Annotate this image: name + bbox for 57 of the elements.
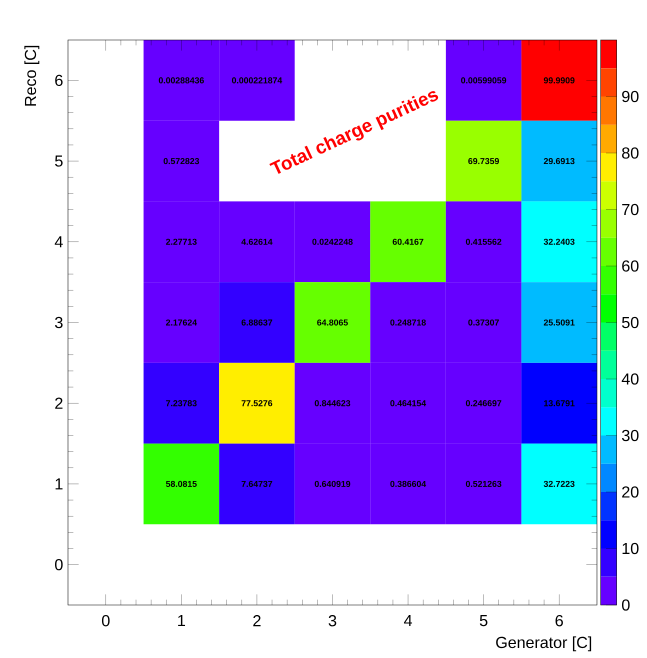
y-tick-label: 4	[54, 236, 63, 248]
data-label: 58.0815	[166, 480, 197, 487]
data-label: 0.464154	[390, 400, 426, 406]
data-label: 69.7359	[468, 158, 499, 164]
data-label: 7.23783	[166, 400, 197, 406]
color-bar-label: 50	[622, 316, 639, 328]
data-label: 0.415562	[466, 238, 502, 245]
y-tick-label: 3	[54, 316, 63, 328]
data-label: 0.521263	[466, 480, 502, 488]
y-tick-label: 5	[55, 156, 63, 167]
x-tick-label: 1	[178, 615, 186, 626]
color-bar-label: 30	[622, 430, 639, 442]
data-label: 99.9909	[544, 77, 575, 84]
color-bar-label: 70	[622, 204, 639, 216]
x-tick-label: 5	[480, 615, 488, 626]
data-label: 0.00599059	[461, 77, 506, 84]
x-tick-label: 6	[556, 615, 563, 626]
y-tick-label: 0	[55, 558, 63, 570]
data-label: 0.0242248	[312, 238, 353, 245]
data-label: 25.5091	[544, 319, 575, 326]
y-tick-label: 2	[55, 398, 62, 409]
data-label: 60.4167	[392, 238, 424, 245]
color-bar-label: 60	[622, 260, 639, 272]
y-tick-label: 1	[56, 478, 63, 490]
data-label: 29.6913	[544, 158, 575, 164]
color-bar-label: 90	[622, 90, 639, 102]
data-label: 0.640919	[314, 480, 350, 487]
data-label: 0.386604	[390, 480, 426, 488]
data-label: 0.37307	[468, 319, 499, 326]
data-label: 13.6791	[544, 400, 575, 406]
color-bar-label: 10	[622, 542, 639, 554]
data-label: 0.246697	[466, 400, 502, 406]
data-label: 0.248718	[390, 319, 426, 326]
color-bar-label: 40	[622, 373, 639, 385]
color-bar-label: 80	[622, 147, 639, 159]
data-label: 32.7223	[544, 480, 575, 488]
data-label: 0.844623	[314, 400, 350, 406]
x-tick-label: 2	[253, 615, 261, 626]
data-label: 0.00288436	[158, 77, 204, 84]
color-bar-label: 0	[622, 599, 630, 611]
data-label: 0.572823	[164, 158, 200, 164]
data-label: 64.8065	[317, 319, 348, 326]
data-label: 32.2403	[544, 238, 575, 245]
y-axis-title: Reco [C]	[24, 46, 40, 106]
data-label: 4.62614	[241, 238, 273, 245]
data-label: 7.64737	[242, 480, 272, 488]
y-tick-label: 6	[55, 74, 63, 86]
x-tick-label: 3	[328, 615, 336, 626]
data-label: 6.88637	[242, 319, 272, 326]
data-label: 77.5276	[242, 400, 272, 406]
color-bar-label: 20	[622, 486, 639, 498]
x-tick-label: 0	[102, 615, 110, 626]
data-label: 2.27713	[166, 238, 197, 245]
x-tick-label: 4	[404, 615, 412, 626]
data-label: 2.17624	[166, 319, 197, 326]
data-label: 0.000221874	[232, 77, 282, 84]
x-axis-title: Generator [C]	[496, 636, 592, 652]
